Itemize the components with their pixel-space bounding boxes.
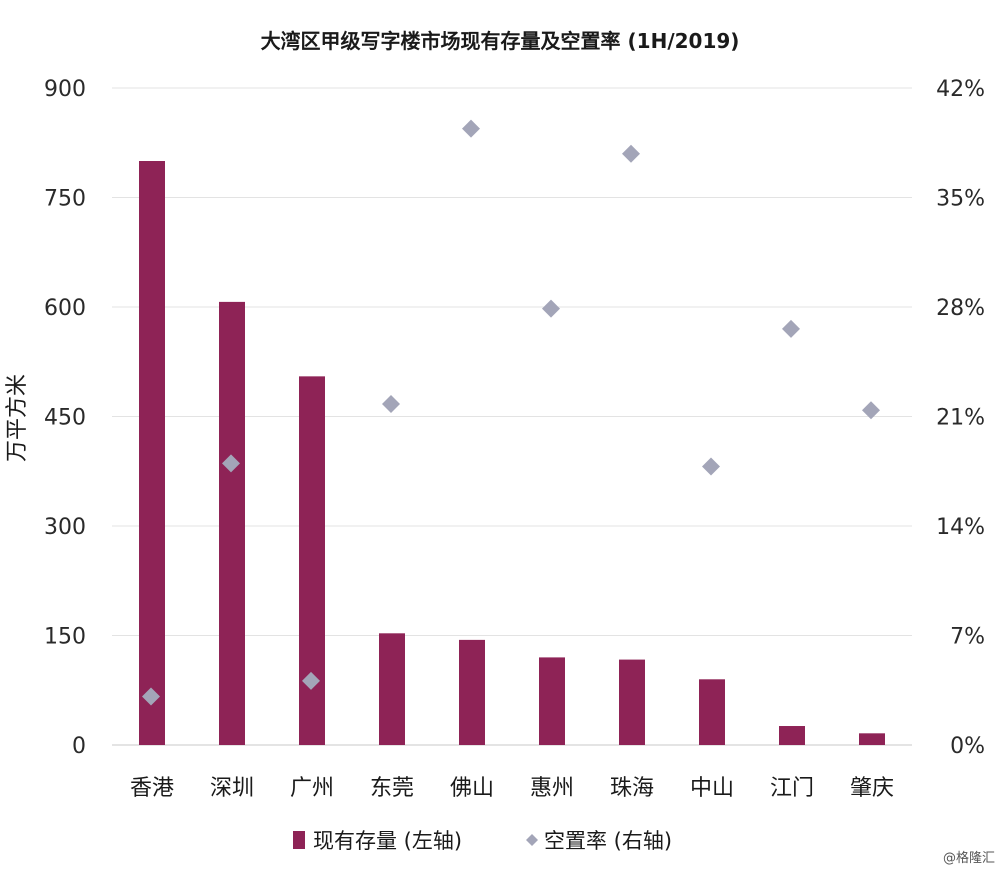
bar-东莞 — [379, 633, 405, 745]
chart-title: 大湾区甲级写字楼市场现有存量及空置率 (1H/2019) — [261, 29, 740, 53]
bar-佛山 — [459, 639, 485, 745]
vacancy-point-珠海 — [622, 144, 640, 163]
x-tick-label: 肇庆 — [850, 776, 894, 801]
vacancy-point-肇庆 — [862, 401, 880, 420]
x-tick-label: 珠海 — [610, 776, 654, 801]
left-tick-label: 150 — [44, 625, 86, 650]
right-tick-label: 7% — [950, 625, 985, 650]
x-tick-label: 香港 — [130, 776, 174, 801]
legend-bar-label: 现有存量 (左轴) — [313, 829, 462, 853]
right-axis: 0% 7% 14% 21% 28% 35% 42% — [936, 77, 985, 759]
vacancy-point-佛山 — [462, 119, 480, 138]
vacancy-point-江门 — [782, 319, 800, 338]
vacancy-point-深圳 — [222, 454, 240, 473]
bar-惠州 — [539, 657, 565, 745]
right-tick-label: 0% — [950, 734, 985, 759]
points-layer — [142, 119, 880, 706]
vacancy-point-东莞 — [382, 394, 400, 413]
right-tick-label: 42% — [936, 77, 985, 102]
bars-layer — [139, 161, 885, 745]
right-tick-label: 14% — [936, 515, 985, 540]
right-tick-label: 28% — [936, 296, 985, 321]
y-axis-label: 万平方米 — [5, 374, 30, 462]
right-tick-label: 35% — [936, 187, 985, 212]
legend-bar-swatch — [293, 831, 305, 849]
left-tick-label: 300 — [44, 515, 86, 540]
left-axis: 0 150 300 450 600 750 900 — [44, 77, 86, 759]
x-tick-label: 深圳 — [210, 776, 254, 801]
watermark: @格隆汇 — [943, 850, 995, 866]
x-tick-label: 广州 — [290, 776, 334, 801]
x-tick-label: 佛山 — [450, 776, 494, 801]
x-tick-label: 中山 — [690, 776, 734, 801]
vacancy-point-广州 — [302, 671, 320, 690]
x-tick-label: 惠州 — [530, 776, 574, 801]
left-tick-label: 900 — [44, 77, 86, 102]
left-tick-label: 750 — [44, 187, 86, 212]
vacancy-point-香港 — [142, 687, 160, 706]
left-tick-label: 600 — [44, 296, 86, 321]
legend: 现有存量 (左轴) 空置率 (右轴) — [293, 829, 672, 853]
legend-point-swatch — [526, 834, 538, 846]
bar-肇庆 — [859, 733, 885, 745]
grid-layer — [112, 87, 912, 746]
vacancy-point-惠州 — [542, 299, 560, 318]
legend-point-label: 空置率 (右轴) — [544, 829, 672, 853]
x-tick-label: 东莞 — [370, 776, 414, 801]
bar-中山 — [699, 679, 725, 745]
left-tick-label: 450 — [44, 406, 86, 431]
bar-香港 — [139, 161, 165, 745]
bar-深圳 — [219, 301, 245, 745]
x-tick-label: 江门 — [770, 776, 814, 801]
vacancy-point-中山 — [702, 457, 720, 476]
bar-珠海 — [619, 659, 645, 745]
left-tick-label: 0 — [72, 734, 86, 759]
bar-广州 — [299, 376, 325, 745]
right-tick-label: 21% — [936, 406, 985, 431]
bar-江门 — [779, 726, 805, 745]
x-tick-labels: 香港 深圳 广州 东莞 佛山 惠州 珠海 中山 江门 肇庆 — [130, 776, 894, 801]
